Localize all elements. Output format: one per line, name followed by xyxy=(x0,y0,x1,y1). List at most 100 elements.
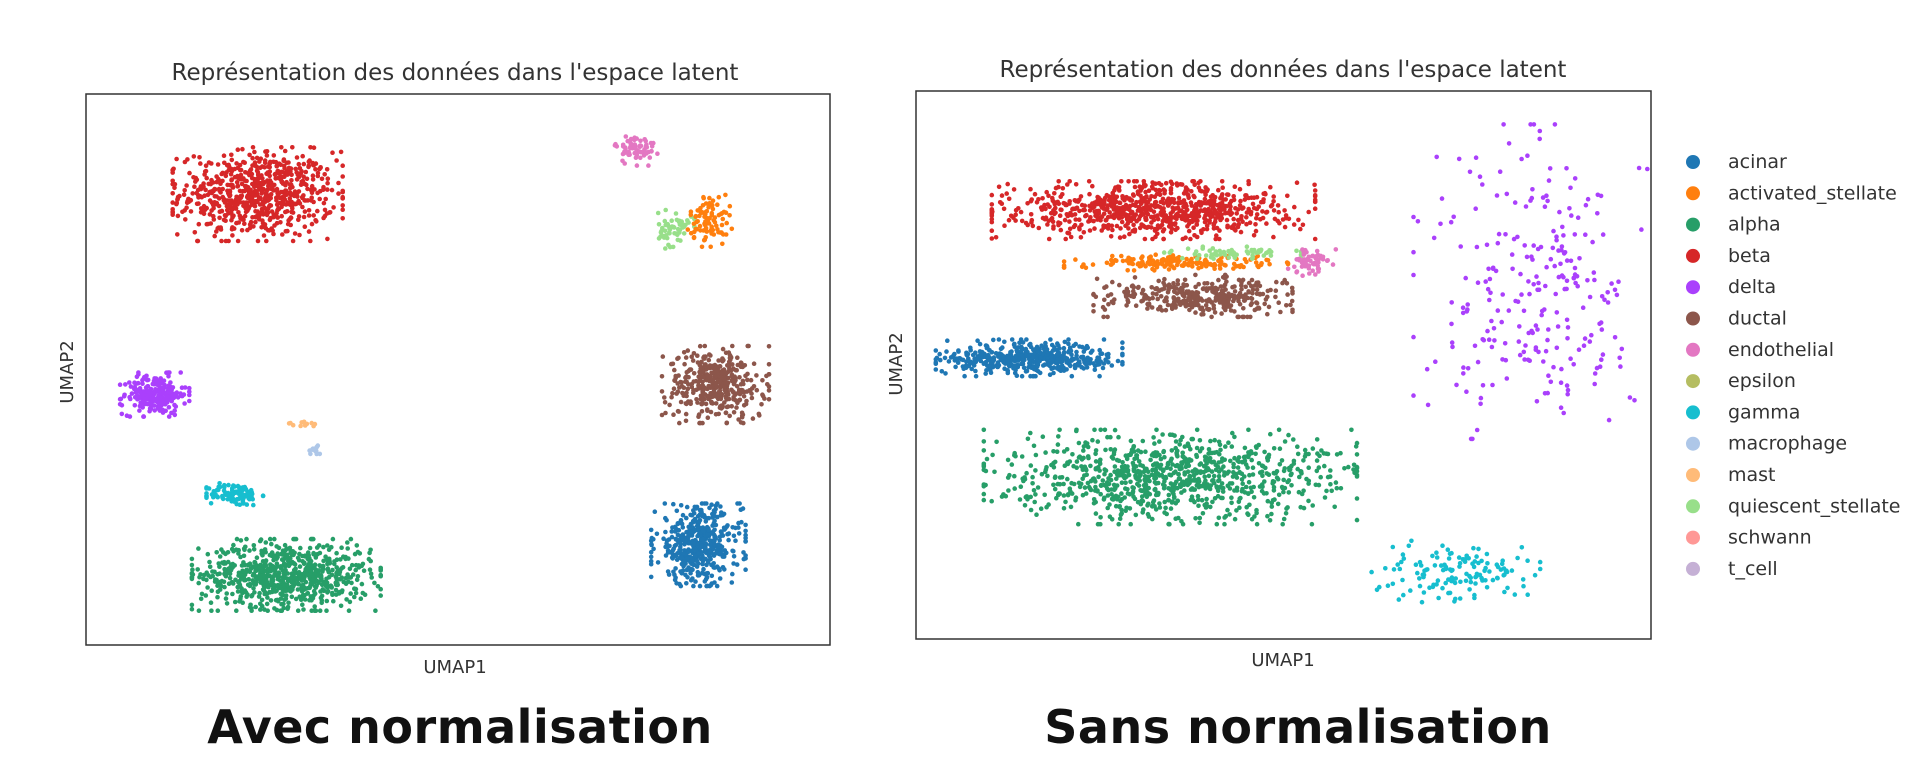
scatter-point-beta xyxy=(334,158,339,163)
scatter-point-beta xyxy=(1282,208,1287,213)
scatter-point-acinar xyxy=(1097,359,1102,364)
scatter-point-alpha xyxy=(1275,501,1281,507)
scatter-point-alpha xyxy=(197,574,202,580)
scatter-point-ductal xyxy=(749,386,755,391)
scatter-point-beta xyxy=(219,238,224,244)
scatter-point-alpha xyxy=(352,594,357,600)
scatter-point-ductal xyxy=(673,373,678,379)
scatter-point-beta xyxy=(1107,210,1112,215)
scatter-point-delta xyxy=(178,370,183,375)
scatter-point-beta xyxy=(1113,185,1118,190)
scatter-point-acinar xyxy=(1032,347,1037,352)
scatter-point-acinar xyxy=(693,579,698,584)
scatter-point-ductal xyxy=(1091,303,1096,308)
scatter-point-beta xyxy=(311,145,317,150)
scatter-point-beta xyxy=(1071,224,1077,230)
scatter-point-alpha xyxy=(280,551,286,556)
scatter-point-ductal xyxy=(699,409,705,414)
scatter-point-alpha xyxy=(302,585,307,590)
scatter-point-acinar xyxy=(1019,361,1024,367)
scatter-point-beta xyxy=(997,200,1003,205)
scatter-point-alpha xyxy=(1168,506,1174,511)
scatter-point-quiescent_stellate xyxy=(655,210,661,216)
scatter-point-alpha xyxy=(1061,506,1067,511)
scatter-point-acinar xyxy=(1120,351,1125,357)
scatter-point-alpha xyxy=(1138,462,1143,468)
scatter-point-activated_stellate xyxy=(1061,259,1067,264)
scatter-point-delta xyxy=(166,414,172,419)
scatter-point-beta xyxy=(183,217,188,222)
scatter-point-beta xyxy=(306,163,312,168)
scatter-point-ductal xyxy=(1162,282,1167,288)
scatter-point-beta xyxy=(229,157,235,163)
scatter-point-acinar xyxy=(1092,367,1098,373)
scatter-point-endothelial xyxy=(1330,262,1336,267)
scatter-point-ductal xyxy=(1265,311,1270,317)
scatter-point-beta xyxy=(1185,224,1190,229)
scatter-point-beta xyxy=(1011,187,1017,192)
scatter-point-beta xyxy=(1013,218,1018,223)
scatter-point-alpha xyxy=(263,549,269,555)
scatter-point-beta xyxy=(279,204,284,210)
scatter-point-delta xyxy=(182,401,187,406)
scatter-point-acinar xyxy=(1005,368,1011,374)
scatter-point-alpha xyxy=(313,552,318,557)
scatter-point-beta xyxy=(1122,207,1128,212)
scatter-point-beta xyxy=(243,200,248,206)
scatter-point-endothelial xyxy=(628,146,633,151)
scatter-point-ductal xyxy=(681,385,687,391)
scatter-point-beta xyxy=(1216,187,1221,193)
scatter-point-alpha xyxy=(269,582,274,588)
scatter-point-alpha xyxy=(247,581,253,587)
scatter-point-ductal xyxy=(1155,287,1161,292)
scatter-point-activated_stellate xyxy=(720,216,726,222)
scatter-point-ductal xyxy=(1249,283,1254,289)
scatter-point-alpha xyxy=(205,551,211,557)
scatter-point-beta xyxy=(1127,203,1133,209)
scatter-point-acinar xyxy=(669,534,675,540)
scatter-point-beta xyxy=(1032,191,1038,197)
scatter-point-acinar xyxy=(939,369,945,374)
scatter-point-alpha xyxy=(330,536,336,542)
scatter-point-ductal xyxy=(705,415,711,421)
scatter-point-endothelial xyxy=(1285,266,1291,272)
scatter-point-beta xyxy=(223,218,228,223)
scatter-point-ductal xyxy=(728,368,734,373)
scatter-point-beta xyxy=(1228,204,1233,209)
scatter-point-quiescent_stellate xyxy=(678,238,683,243)
scatter-point-alpha xyxy=(257,590,262,596)
scatter-point-activated_stellate xyxy=(1131,268,1137,273)
scatter-point-beta xyxy=(286,165,292,171)
scatter-point-beta xyxy=(1207,220,1212,225)
scatter-point-beta xyxy=(1217,236,1222,242)
scatter-point-beta xyxy=(1246,209,1252,214)
scatter-point-beta xyxy=(300,204,305,210)
scatter-point-beta xyxy=(293,201,298,207)
scatter-point-delta xyxy=(142,399,147,405)
scatter-point-acinar xyxy=(678,503,684,508)
scatter-point-beta xyxy=(283,188,288,193)
scatter-point-acinar xyxy=(686,535,691,540)
scatter-point-activated_stellate xyxy=(710,202,715,208)
scatter-point-gamma xyxy=(222,484,227,490)
scatter-point-beta xyxy=(1028,186,1033,192)
scatter-point-quiescent_stellate xyxy=(1264,250,1269,256)
scatter-point-alpha xyxy=(1033,452,1039,458)
scatter-point-ductal xyxy=(730,362,735,367)
scatter-point-acinar xyxy=(1061,351,1067,356)
scatter-point-ductal xyxy=(690,358,696,363)
scatter-point-beta xyxy=(282,197,288,202)
scatter-point-acinar xyxy=(1081,349,1087,354)
scatter-point-beta xyxy=(219,208,225,214)
scatter-point-alpha xyxy=(222,584,227,590)
scatter-point-beta xyxy=(1218,217,1223,223)
scatter-point-beta xyxy=(282,193,287,199)
scatter-point-acinar xyxy=(1043,340,1048,346)
scatter-point-beta xyxy=(1261,199,1266,205)
scatter-point-acinar xyxy=(1103,357,1108,363)
scatter-point-acinar xyxy=(1105,353,1110,359)
scatter-point-ductal xyxy=(741,420,746,426)
scatter-point-ductal xyxy=(722,384,727,389)
scatter-point-beta xyxy=(1149,214,1155,220)
scatter-point-quiescent_stellate xyxy=(663,246,668,251)
